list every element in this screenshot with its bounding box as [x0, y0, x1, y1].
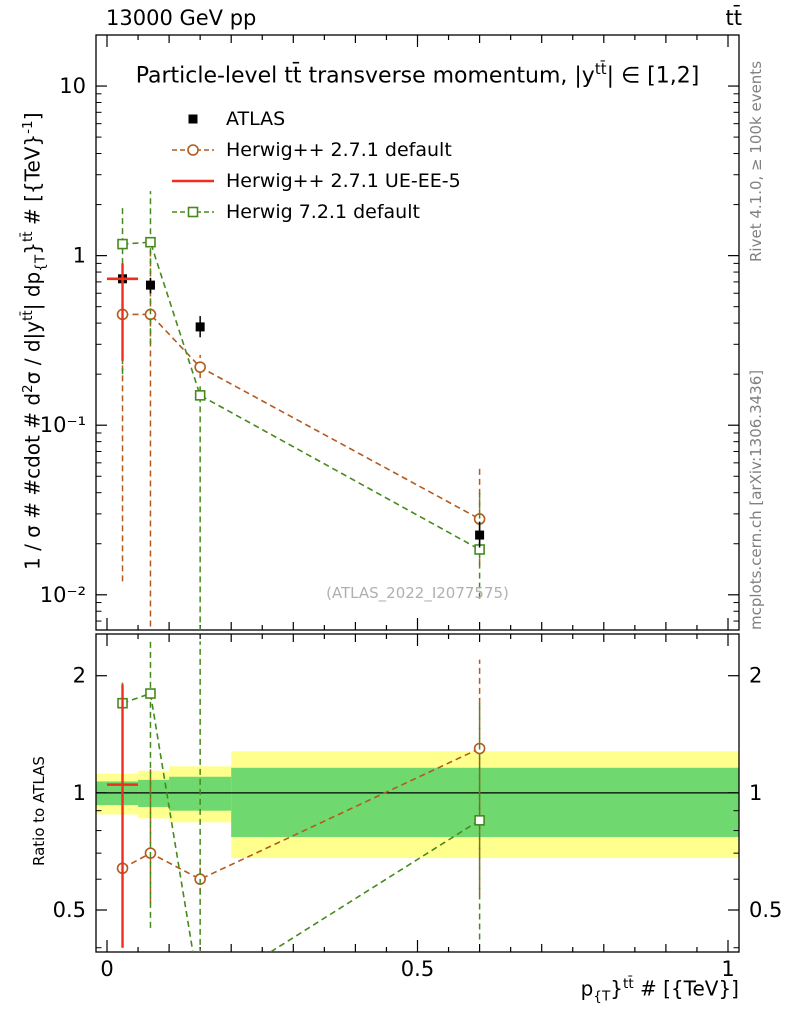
herwig-7-2-1-default-data-point [145, 688, 156, 699]
plot-title: Particle-level tt̄ transverse momentum, … [96, 60, 739, 88]
x-tick-label: 0.5 [401, 957, 434, 981]
herwig-7-2-1-default-line [122, 692, 481, 952]
text-part: | ∈ [1,2] [606, 63, 700, 89]
legend-marker-open-circle-icon [172, 143, 214, 156]
text-part: tt̄ [594, 60, 607, 78]
ratio-y-tick-label-left: 2 [73, 664, 86, 688]
main-y-axis-label: 1 / σ # #cdot # d2σ / d|ytt̄| dp{T}tt̄ #… [20, 112, 49, 570]
herwig-2-7-1-default-line [122, 313, 480, 520]
text-part: tt̄ [20, 310, 36, 321]
text-part: tt̄ [622, 976, 634, 992]
text-part: ] [20, 112, 45, 121]
legend-label: Herwig++ 2.7.1 default [226, 138, 452, 161]
legend-glyph [187, 143, 199, 156]
process-label: tt̄ [725, 6, 742, 30]
text-part: -1 [20, 120, 36, 134]
herwig-7-2-1-default-data-point [117, 238, 128, 250]
legend-marker-line-icon [172, 179, 214, 182]
text-part: {T [32, 254, 49, 272]
herwig-7-2-1-default-data-point [474, 815, 485, 826]
text-part: | dp [20, 271, 45, 311]
ratio-y-tick-label-left: 1 [73, 781, 86, 805]
text-part: σ / d|y [20, 320, 45, 385]
herwig-7-2-1-default-line [122, 241, 480, 551]
atlas-data-point [145, 280, 155, 290]
legend-marker-filled-square-icon [188, 114, 198, 123]
herwig-2-7-1-default-line [122, 747, 480, 881]
main-series-layer [107, 191, 486, 630]
rivet-version-label: Rivet 4.1.0, ≥ 100k events [747, 60, 765, 262]
analysis-watermark: (ATLAS_2022_I2077575) [326, 584, 509, 602]
text-part: } [20, 242, 45, 255]
y-tick-label: 10⁻¹ [40, 413, 86, 437]
ratio-y-tick-label-right: 2 [749, 664, 762, 688]
atlas-data-point [195, 322, 205, 332]
text-part: # [{TeV} [20, 133, 45, 232]
legend: ATLAS Herwig++ 2.7.1 default Herwig++ 2.7.… [170, 103, 461, 227]
ratio-uncertainty-bands [96, 751, 739, 859]
beam-energy-label: 13000 GeV pp [106, 6, 257, 30]
legend-marker-open-square-icon [172, 206, 214, 217]
x-axis-label: p{T}tt̄ # [{TeV}] [96, 976, 739, 1005]
text-part: # [{TeV}] [633, 976, 739, 1001]
legend-item-herwig-2-7-1-ue-ee-5: Herwig++ 2.7.1 UE-EE-5 [170, 165, 461, 196]
legend-item-atlas: ATLAS [170, 103, 461, 134]
y-tick-label: 10⁻² [40, 583, 86, 607]
legend-label: ATLAS [226, 107, 286, 130]
text-part: } [610, 976, 623, 1001]
legend-label: Herwig 7.2.1 default [226, 200, 420, 223]
ratio-series-layer [107, 638, 486, 952]
text-part: 2 [20, 384, 36, 393]
legend-item-herwig-7-2-1-default: Herwig 7.2.1 default [170, 196, 461, 227]
y-tick-label: 10 [59, 74, 86, 98]
text-part: 1 / σ # #cdot # d [20, 392, 45, 570]
text-part: tt̄ [20, 231, 36, 243]
text-part: Particle-level tt̄ transverse momentum, … [135, 63, 595, 89]
ratio-y-axis-label: Ratio to ATLAS [30, 756, 48, 866]
herwig-7-2-1-default-data-point [194, 390, 206, 401]
legend-glyph [187, 206, 199, 217]
green-band [231, 767, 739, 838]
ratio-y-tick-label-left: 0.5 [53, 898, 86, 922]
mcplots-credit-label: mcplots.cern.ch [arXiv:1306.3436] [747, 369, 765, 630]
y-tick-label: 1 [73, 244, 86, 268]
legend-glyph [188, 114, 198, 123]
legend-label: Herwig++ 2.7.1 UE-EE-5 [226, 169, 461, 192]
x-tick-label: 1 [721, 957, 734, 981]
text-part: p [580, 976, 594, 1001]
ratio-y-tick-label-right: 0.5 [749, 898, 782, 922]
ratio-y-tick-label-right: 1 [749, 781, 762, 805]
atlas-data-point [475, 530, 485, 540]
legend-item-herwig-2-7-1-default: Herwig++ 2.7.1 default [170, 134, 461, 165]
x-tick-label: 0 [100, 957, 113, 981]
herwig-7-2-1-default-data-point [145, 236, 156, 248]
text-part: {T [593, 988, 611, 1005]
herwig-2-7-1-default-data-point [194, 361, 206, 373]
